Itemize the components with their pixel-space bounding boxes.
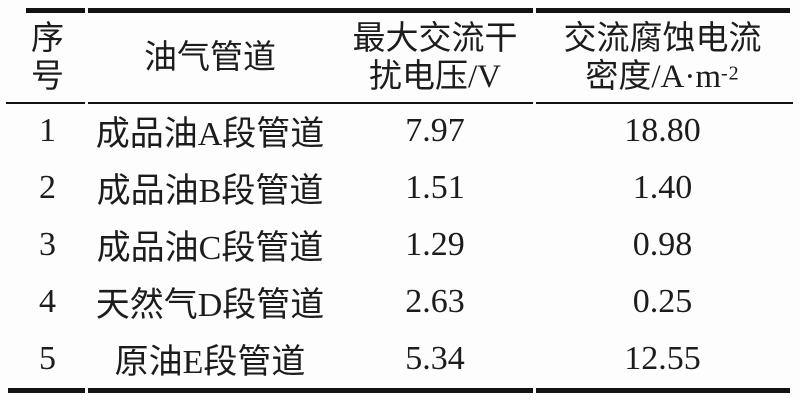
- cell-voltage-value: 5.34: [405, 339, 465, 377]
- cell-serial-number: 5: [39, 339, 56, 377]
- header-voltage-line1: 最大交流干: [352, 20, 518, 57]
- table-top-border: [26, 7, 790, 14]
- header-voltage-line2: 扰电压/V: [369, 58, 501, 95]
- cell-density-value: 1.40: [632, 168, 693, 206]
- header-density-line1: 交流腐蚀电流: [563, 20, 762, 57]
- cell-voltage-value: 2.63: [405, 282, 465, 320]
- header-ac-corrosion-current-density: 交流腐蚀电流 密度/A·m-2: [535, 13, 790, 102]
- cell-voltage-value: 1.51: [405, 168, 465, 206]
- header-pipeline: 油气管道: [85, 13, 335, 102]
- header-pipeline-line1: 油气管道: [144, 39, 276, 76]
- table-header-separator: [6, 101, 793, 105]
- cell-serial-number: 2: [39, 168, 56, 206]
- cell-pipeline-name: 成品油A段管道: [95, 116, 325, 153]
- pipeline-ac-interference-table: 序 号 油气管道 最大交流干 扰电压/V 交流腐蚀电流 密度/A·m-2 1 成…: [10, 13, 790, 387]
- cell-voltage-value: 7.97: [405, 111, 465, 149]
- cell-serial-number: 1: [39, 111, 56, 149]
- header-density-unit-base: 密度/A·m: [585, 58, 721, 95]
- cell-pipeline-name: 成品油C段管道: [96, 230, 324, 267]
- header-serial-line1: 序: [31, 20, 64, 57]
- cell-density-value: 12.55: [624, 339, 701, 377]
- header-density-unit-superscript: -2: [721, 61, 740, 84]
- cell-pipeline-name: 原油E段管道: [114, 344, 306, 381]
- cell-pipeline-name: 天然气D段管道: [95, 287, 325, 324]
- cell-voltage-value: 1.29: [405, 225, 465, 263]
- header-serial-line2: 号: [31, 58, 64, 95]
- header-serial-number: 序 号: [10, 13, 85, 102]
- cell-density-value: 18.80: [624, 111, 701, 149]
- table-bottom-border: [8, 387, 790, 394]
- cell-pipeline-name: 成品油B段管道: [96, 173, 324, 210]
- cell-serial-number: 3: [39, 225, 56, 263]
- header-density-line2: 密度/A·m-2: [585, 58, 739, 96]
- cell-density-value: 0.98: [632, 225, 693, 263]
- cell-density-value: 0.25: [632, 282, 693, 320]
- cell-serial-number: 4: [39, 282, 56, 320]
- header-max-ac-interference-voltage: 最大交流干 扰电压/V: [335, 13, 535, 102]
